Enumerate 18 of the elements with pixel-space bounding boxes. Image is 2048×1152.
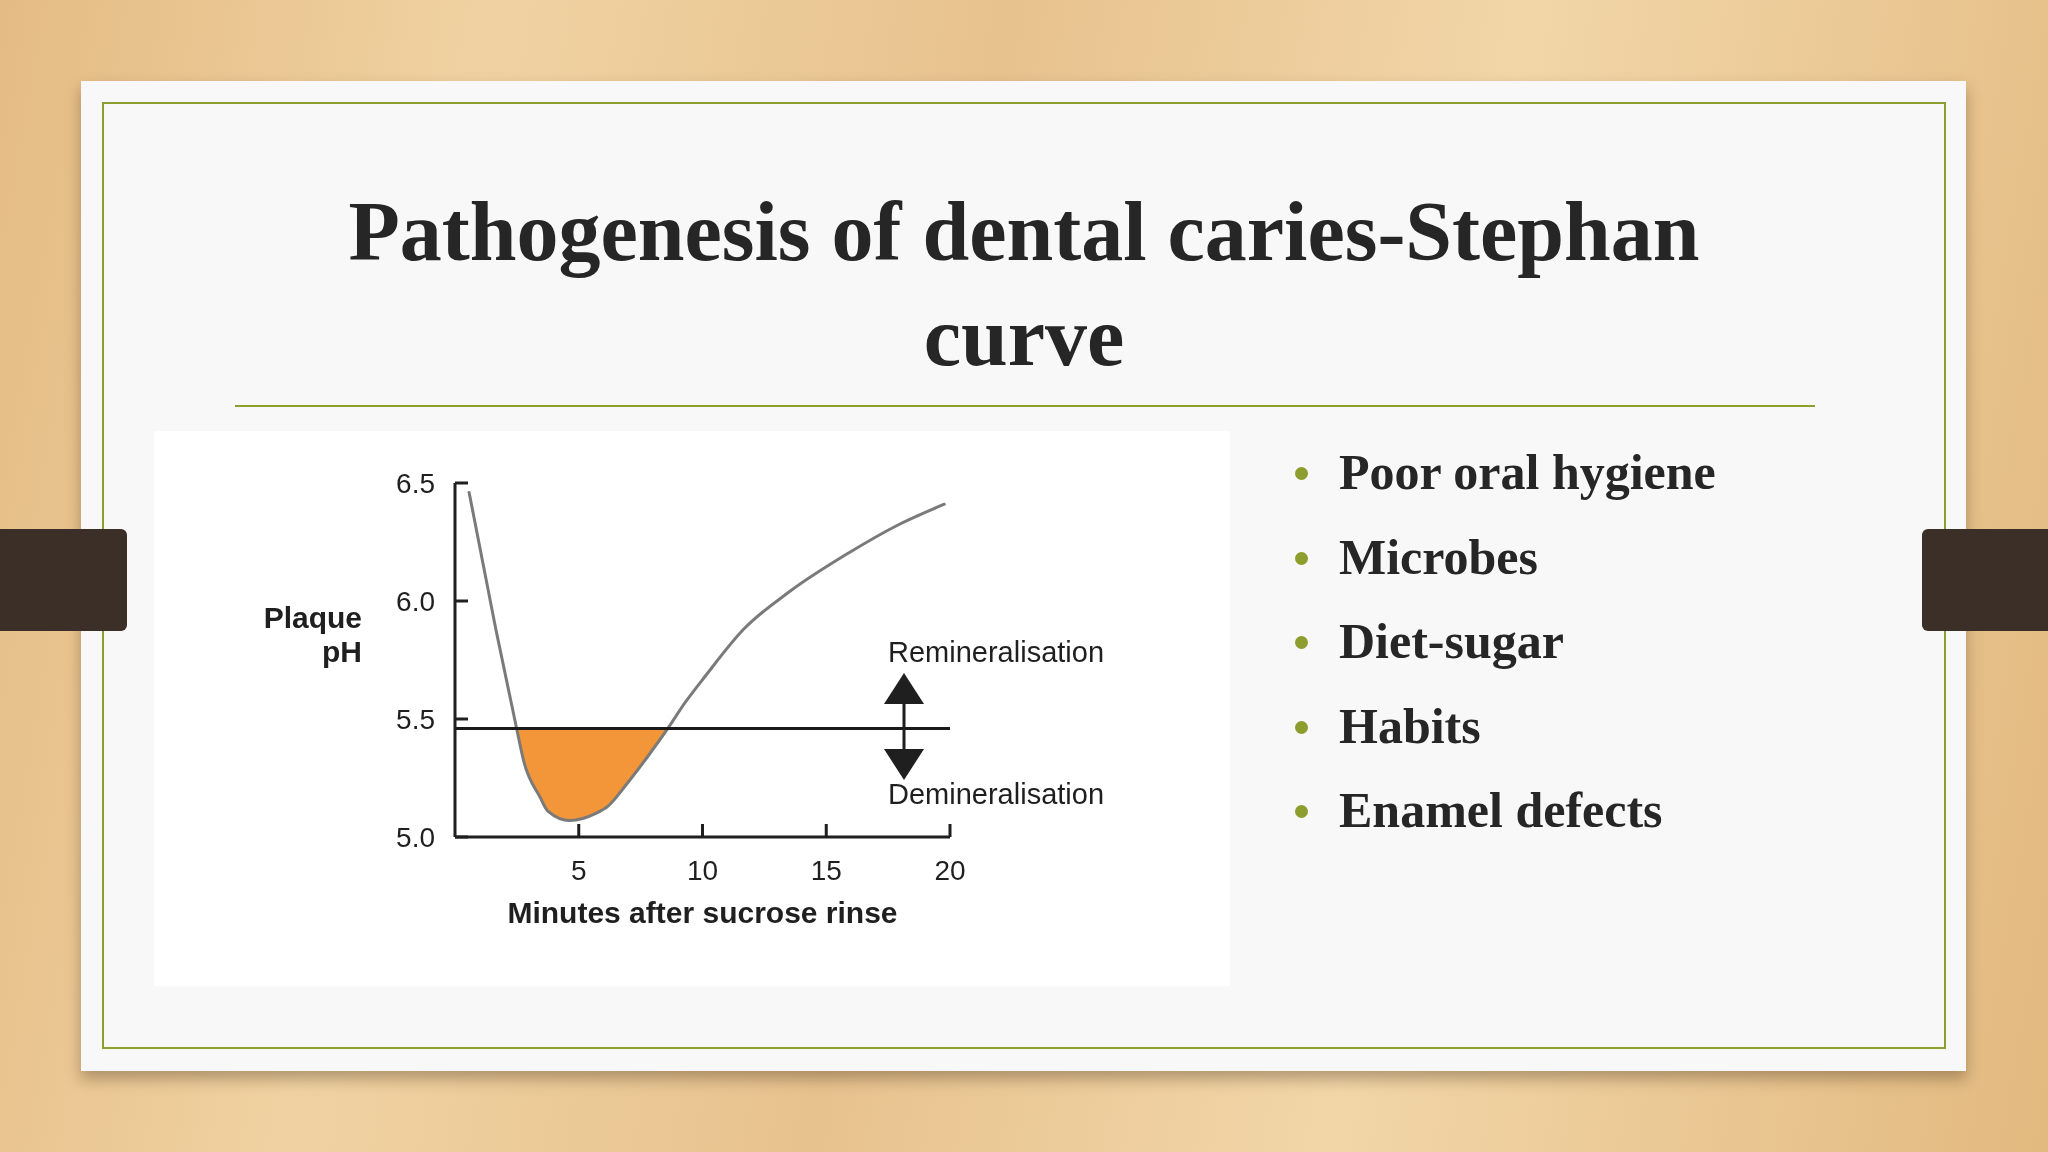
x-tick-label: 15 [810, 854, 842, 886]
y-tick-label: 6.0 [396, 585, 435, 617]
x-tick-label: 20 [934, 854, 966, 886]
text: Poor oral hygiene [1339, 443, 1716, 501]
annotation: Demineralisation [888, 777, 1105, 812]
text: Enamel defects [1339, 781, 1663, 839]
y-tick-label: 6.5 [396, 467, 435, 499]
x-tick-label: 10 [686, 854, 719, 886]
text: Habits [1339, 696, 1481, 755]
y-tick-label: 5.5 [396, 703, 435, 735]
x-axis-title: Minutes after sucrose rinse [506, 896, 899, 930]
text: Diet-sugar [1339, 612, 1564, 670]
y-axis-title: Plaque pH [262, 601, 362, 670]
annotation: Remineralisation [888, 635, 1105, 670]
text: Microbes [1339, 527, 1539, 586]
chart-title: Pathogenesis of dental caries-Stephan curve [347, 184, 1701, 385]
y-tick-label: 5.0 [396, 821, 435, 853]
x-tick-label: 5 [570, 854, 587, 886]
